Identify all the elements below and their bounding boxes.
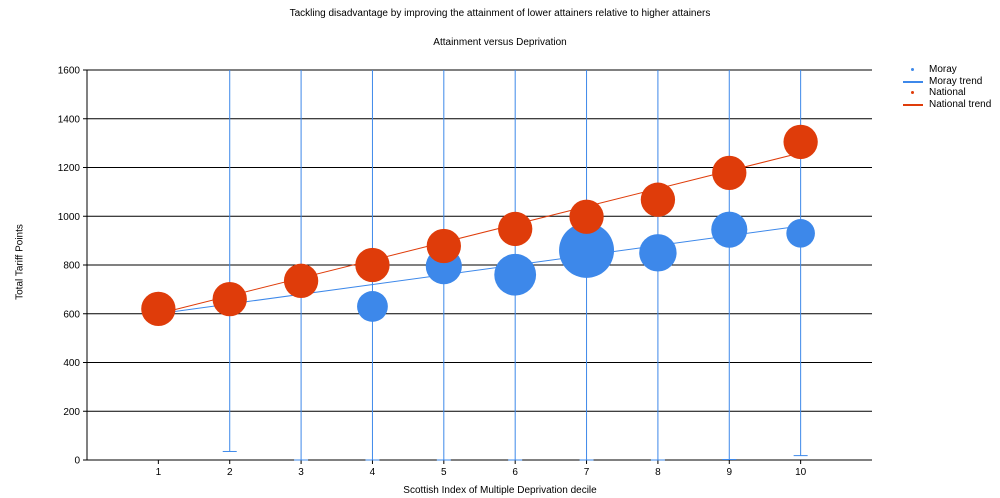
data-point [355, 247, 390, 283]
data-point [141, 291, 176, 327]
data-point [498, 211, 533, 247]
y-tick-label: 800 [63, 261, 80, 272]
legend-item-national-trend: National trend [903, 99, 991, 111]
y-tick-label: 1600 [58, 66, 81, 77]
legend-item-moray-trend: Moray trend [903, 76, 991, 88]
legend-item-national: National [903, 87, 991, 99]
y-tick-label: 0 [74, 456, 80, 467]
legend-marker-national-trend [903, 99, 923, 110]
chart-title: Tackling disadvantage by improving the a… [289, 8, 711, 19]
y-tick-label: 1400 [58, 114, 81, 125]
x-axis-label: Scottish Index of Multiple Deprivation d… [403, 485, 597, 496]
data-point [640, 182, 676, 217]
trend-line [158, 152, 801, 315]
data-point [357, 291, 388, 322]
data-point [569, 199, 604, 234]
x-tick-label: 2 [227, 467, 233, 478]
y-tick-label: 600 [63, 309, 80, 320]
legend-label-national: National [929, 87, 966, 99]
y-tick-label: 1200 [58, 163, 81, 174]
legend: Moray Moray trend National National tren… [903, 64, 991, 110]
x-tick-label: 9 [726, 467, 732, 478]
x-tick-label: 7 [584, 467, 590, 478]
x-tick-label: 10 [795, 467, 807, 478]
x-tick-label: 4 [370, 467, 376, 478]
x-tick-label: 6 [512, 467, 518, 478]
data-point [283, 263, 319, 299]
data-point [212, 281, 247, 317]
data-point [639, 234, 677, 272]
legend-marker-moray-trend [903, 76, 923, 87]
x-tick-label: 5 [441, 467, 447, 478]
x-tick-label: 3 [298, 467, 304, 478]
data-point [426, 228, 461, 264]
x-tick-label: 1 [156, 467, 162, 478]
y-tick-label: 200 [63, 407, 80, 418]
data-point [783, 124, 818, 160]
y-tick-label: 1000 [58, 212, 81, 223]
legend-marker-national [903, 87, 923, 98]
trend-line [158, 225, 801, 315]
data-point [786, 219, 815, 248]
x-tick-label: 8 [655, 467, 661, 478]
legend-label-moray-trend: Moray trend [929, 75, 983, 87]
y-tick-label: 400 [63, 358, 80, 369]
data-point [711, 211, 748, 248]
legend-marker-moray [903, 64, 923, 75]
legend-item-moray: Moray [903, 64, 991, 76]
data-point [712, 155, 747, 191]
legend-label-national-trend: National trend [929, 98, 992, 110]
data-point [494, 253, 537, 296]
chart-subtitle: Attainment versus Deprivation [433, 37, 567, 48]
data-point [559, 222, 615, 278]
legend-label-moray: Moray [929, 64, 957, 76]
